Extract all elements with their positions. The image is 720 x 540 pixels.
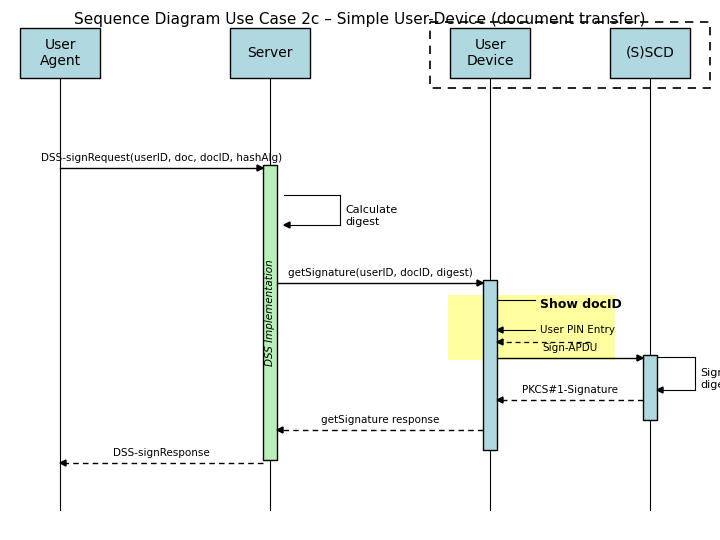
Text: Sign-APDU: Sign-APDU [542, 343, 598, 353]
Polygon shape [497, 397, 503, 403]
Text: DSS-signResponse: DSS-signResponse [113, 448, 210, 458]
Text: Show docID: Show docID [540, 299, 622, 312]
FancyBboxPatch shape [450, 28, 530, 78]
Polygon shape [257, 165, 263, 171]
Polygon shape [497, 339, 503, 345]
FancyBboxPatch shape [610, 28, 690, 78]
Text: DSS-signRequest(userID, doc, docID, hashAlg): DSS-signRequest(userID, doc, docID, hash… [41, 153, 282, 163]
FancyBboxPatch shape [643, 355, 657, 420]
Polygon shape [284, 222, 290, 228]
Polygon shape [277, 427, 283, 433]
Text: PKCS#1-Signature: PKCS#1-Signature [522, 385, 618, 395]
FancyBboxPatch shape [263, 165, 277, 460]
FancyBboxPatch shape [230, 28, 310, 78]
Polygon shape [60, 460, 66, 466]
Polygon shape [657, 387, 663, 393]
Polygon shape [637, 355, 643, 361]
Text: User
Device: User Device [467, 38, 514, 68]
Text: Calculate
digest: Calculate digest [345, 205, 397, 227]
Text: Sequence Diagram Use Case 2c – Simple User-Device (document transfer): Sequence Diagram Use Case 2c – Simple Us… [74, 12, 646, 27]
Polygon shape [477, 280, 483, 286]
Text: Server: Server [247, 46, 293, 60]
Text: User
Agent: User Agent [40, 38, 81, 68]
Text: getSignature(userID, docID, digest): getSignature(userID, docID, digest) [287, 268, 472, 278]
Text: DSS Implementation: DSS Implementation [265, 259, 275, 366]
FancyBboxPatch shape [20, 28, 100, 78]
Text: Sign
digest: Sign digest [700, 368, 720, 389]
Text: (S)SCD: (S)SCD [626, 46, 675, 60]
Text: User PIN Entry: User PIN Entry [540, 325, 615, 335]
FancyBboxPatch shape [448, 295, 615, 360]
Polygon shape [497, 327, 503, 333]
Text: getSignature response: getSignature response [321, 415, 439, 425]
FancyBboxPatch shape [483, 280, 497, 450]
